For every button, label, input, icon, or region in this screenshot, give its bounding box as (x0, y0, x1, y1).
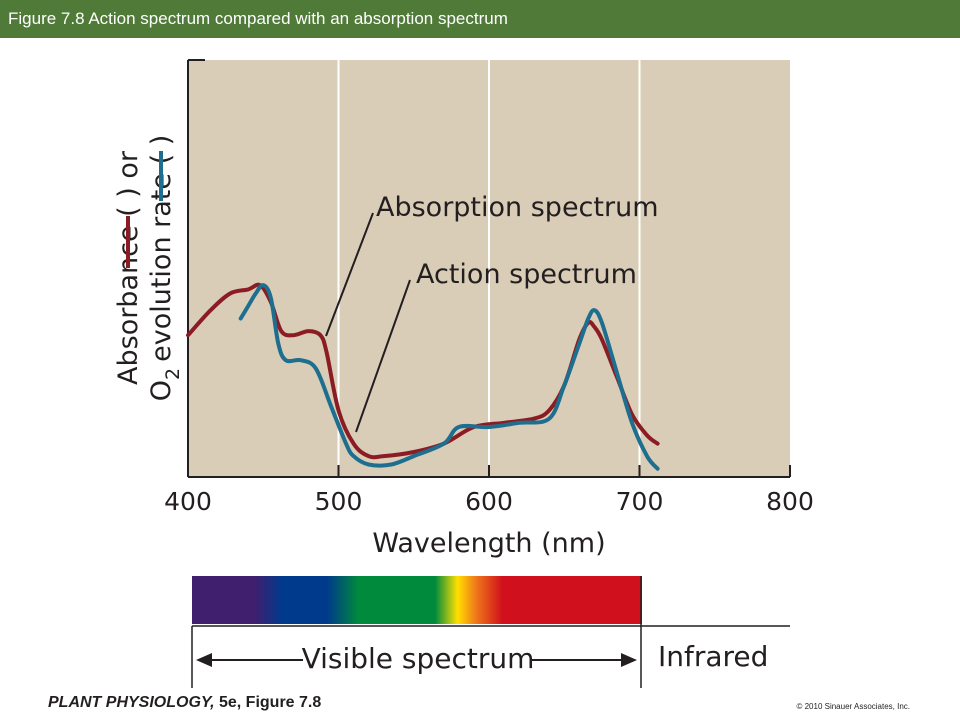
y-axis-title: Absorbance ( ) or (113, 150, 144, 385)
x-ticks (187, 465, 791, 477)
svg-text:O2evolution rate ( ): O2evolution rate ( ) (146, 135, 184, 401)
x-tick-label: 600 (465, 487, 513, 516)
figure-title: Figure 7.8 Action spectrum compared with… (8, 9, 508, 28)
footer-copyright: © 2010 Sinauer Associates, Inc. (796, 702, 910, 711)
y-axis-o2: O (146, 380, 177, 401)
x-tick-labels: 400 500 600 700 800 (164, 487, 814, 516)
action-annotation: Action spectrum (416, 259, 637, 290)
footer-figure: 5e, Figure 7.8 (214, 694, 322, 711)
title-bar: Figure 7.8 Action spectrum compared with… (0, 0, 960, 38)
absorption-leader-line (325, 212, 374, 337)
absorption-annotation: Absorption spectrum (376, 192, 659, 223)
footer-citation: PLANT PHYSIOLOGY, 5e, Figure 7.8 (48, 694, 321, 712)
visible-arrow-left-head (196, 653, 212, 667)
action-spectrum-line (238, 283, 660, 471)
x-tick-label: 700 (616, 487, 664, 516)
y-axis-title-2: O2evolution rate ( ) (146, 135, 184, 401)
x-tick-label: 800 (766, 487, 814, 516)
visible-spectrum-bar (192, 576, 642, 624)
x-tick-label: 400 (164, 487, 212, 516)
infrared-label: Infrared (658, 640, 768, 673)
x-tick-label: 500 (315, 487, 363, 516)
visible-spectrum-label: Visible spectrum (302, 642, 535, 675)
x-axis-title: Wavelength (nm) (372, 528, 605, 559)
y-axis-o2-subscript: 2 (162, 368, 184, 380)
action-leader-line (355, 279, 411, 433)
footer-book: PLANT PHYSIOLOGY, (48, 694, 215, 711)
visible-arrow-right-head (621, 653, 637, 667)
